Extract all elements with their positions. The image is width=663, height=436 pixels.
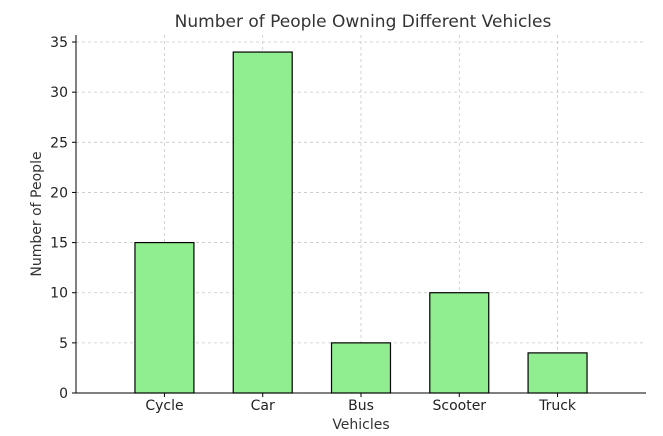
chart-title: Number of People Owning Different Vehicl…: [175, 12, 552, 32]
x-tick-label-cycle: Cycle: [145, 398, 183, 414]
y-tick-label: 20: [50, 185, 68, 201]
y-tick-label: 30: [50, 85, 68, 101]
y-tick-label: 35: [50, 35, 68, 51]
y-tick-label: 5: [59, 336, 68, 352]
x-tick-label-truck: Truck: [538, 398, 577, 414]
y-tick-label: 25: [50, 135, 68, 151]
y-ticks: 0 5 10 15 20 25 30 35: [50, 35, 76, 402]
bar-bus: [330, 342, 392, 394]
x-tick-label-scooter: Scooter: [432, 398, 486, 414]
x-ticks: Cycle Car Bus Scooter Truck: [145, 393, 577, 414]
x-axis-label: Vehicles: [332, 417, 389, 433]
x-tick-label-bus: Bus: [348, 398, 374, 414]
y-tick-label: 15: [50, 236, 68, 252]
x-tick-label-car: Car: [251, 398, 275, 414]
bar-truck: [527, 352, 588, 394]
bar-scooter: [429, 292, 490, 394]
y-axis-label: Number of People: [29, 151, 45, 276]
y-tick-label: 10: [50, 286, 68, 302]
y-tick-label: 0: [59, 386, 68, 402]
bar-cycle: [134, 241, 195, 394]
bar-car: [232, 51, 293, 394]
